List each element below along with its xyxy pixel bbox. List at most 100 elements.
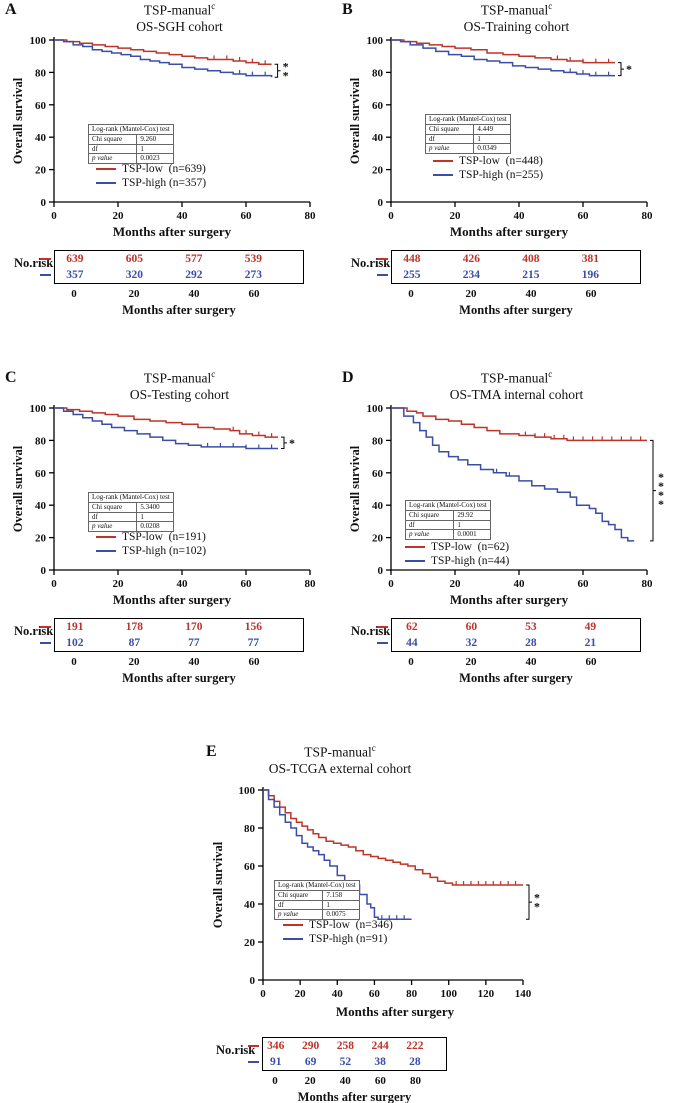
norisk-row-low: 346 290 258 244 222 xyxy=(248,1038,446,1054)
y-tick-label: 80 xyxy=(35,435,47,447)
km-curve-low xyxy=(54,407,278,438)
x-tick-label: 20 xyxy=(295,988,307,1000)
significance-bracket xyxy=(281,436,287,449)
norisk-axis-ticks: 0 20 40 60 xyxy=(408,288,597,300)
legend-item-low: TSP-low (n=448) xyxy=(433,154,543,168)
y-tick-label: 20 xyxy=(244,937,256,949)
legend-label-low: TSP-low (n=639) xyxy=(122,163,206,175)
low-line-marker-icon xyxy=(40,258,51,260)
legend-line-high-icon xyxy=(405,560,425,562)
logrank-stats-table: Log-rank (Mantel-Cox) test Chi square 9.2… xyxy=(87,124,174,164)
number-at-risk: No.risk 346 290 258 244 222 91 69 52 38 28 0 20 40… xyxy=(200,1035,570,1103)
legend-line-high-icon xyxy=(433,174,453,176)
x-tick-label: 80 xyxy=(406,988,418,1000)
y-tick-label: 40 xyxy=(244,899,256,911)
chi-value: 29.92 xyxy=(453,509,491,521)
df-label: df xyxy=(87,511,138,523)
legend: TSP-low (n=448) TSP-high (n=255) xyxy=(433,154,543,182)
x-tick-label: 80 xyxy=(305,210,317,222)
chi-label: Chi square xyxy=(273,889,324,901)
y-tick-label: 20 xyxy=(35,165,47,177)
chi-label: Chi square xyxy=(404,509,455,521)
panel-E: E TSP-manualc OS-TCGA external cohort 0 20… xyxy=(200,742,570,1103)
high-line-marker-icon xyxy=(40,274,51,276)
norisk-row-low: 639 605 577 539 xyxy=(40,251,303,267)
x-tick-label: 40 xyxy=(177,210,189,222)
high-line-marker-icon xyxy=(377,274,388,276)
panel-D-title: TSP-manualc OS-TMA internal cohort xyxy=(367,369,666,403)
y-tick-label: 80 xyxy=(372,435,384,447)
x-axis-label: Months after surgery xyxy=(112,592,232,607)
legend-label-high: TSP-high (n=255) xyxy=(459,169,544,181)
legend-line-low-icon xyxy=(405,546,425,548)
low-line-marker-icon xyxy=(248,1045,259,1047)
chi-value: 5.3400 xyxy=(136,501,174,513)
low-line-marker-icon xyxy=(377,626,388,628)
p-value: 0.0349 xyxy=(473,143,511,154)
p-label: p value xyxy=(424,143,475,154)
title-cohort: OS-Testing cohort xyxy=(129,386,230,402)
norisk-row-low: 191 178 170 156 xyxy=(40,619,303,635)
chi-label: Chi square xyxy=(87,501,138,513)
legend-item-low: TSP-low (n=639) xyxy=(96,162,206,176)
legend-label-high: TSP-high (n=44) xyxy=(431,555,510,567)
p-value: 0.0075 xyxy=(322,909,360,920)
norisk-x-axis-label: Months after surgery xyxy=(459,671,573,685)
y-tick-label: 60 xyxy=(372,100,384,112)
axes xyxy=(49,405,311,575)
significance-stars: * xyxy=(534,891,540,905)
km-curve-high xyxy=(391,407,635,542)
x-tick-label: 20 xyxy=(450,578,462,590)
km-curve-high xyxy=(263,789,412,920)
significance-stars: * xyxy=(658,479,664,493)
x-tick-label: 80 xyxy=(305,578,317,590)
norisk-table: 448 426 408 381 255 234 215 196 xyxy=(377,250,641,284)
significance-bracket xyxy=(274,63,281,78)
y-axis-label: Overall survival xyxy=(11,445,25,532)
number-at-risk: No.risk 62 60 53 49 44 32 28 21 0 20 40 60 Months… xyxy=(337,616,674,728)
y-axis-label: Overall survival xyxy=(211,841,225,928)
stats-header: Log-rank (Mantel-Cox) test xyxy=(274,880,360,891)
norisk-row-high: 102 87 77 77 xyxy=(40,635,303,651)
df-value: 1 xyxy=(453,519,491,531)
legend-item-high: TSP-high (n=255) xyxy=(433,168,543,182)
title-main: TSP-manual xyxy=(480,370,549,386)
chi-value: 4.449 xyxy=(473,123,511,135)
p-value: 0.0208 xyxy=(136,521,174,532)
y-tick-label: 80 xyxy=(372,67,384,79)
x-tick-label: 20 xyxy=(113,578,125,590)
title-cohort: OS-TCGA external cohort xyxy=(268,760,412,776)
title-sup: c xyxy=(211,1,216,11)
km-curve-low xyxy=(391,407,647,442)
legend-item-low: TSP-low (n=191) xyxy=(96,530,206,544)
title-sup: c xyxy=(548,369,553,379)
x-tick-label: 0 xyxy=(51,210,57,222)
x-tick-label: 100 xyxy=(440,988,457,1000)
number-at-risk: No.risk 448 426 408 381 255 234 215 196 0 20 40 6… xyxy=(337,248,674,360)
x-tick-label: 0 xyxy=(388,210,394,222)
df-value: 1 xyxy=(322,899,360,911)
title-sup: c xyxy=(211,369,216,379)
x-tick-label: 60 xyxy=(241,210,253,222)
significance-stars: * xyxy=(283,68,289,82)
low-line-marker-icon xyxy=(377,258,388,260)
y-axis-label: Overall survival xyxy=(348,77,362,164)
y-tick-label: 80 xyxy=(35,67,47,79)
norisk-row-low: 62 60 53 49 xyxy=(377,619,640,635)
significance-stars: * xyxy=(626,62,632,76)
legend-line-low-icon xyxy=(283,924,303,926)
x-tick-label: 40 xyxy=(514,578,526,590)
title-main: TSP-manual xyxy=(304,744,372,760)
x-tick-label: 140 xyxy=(515,988,532,1000)
km-curve-high xyxy=(54,39,273,78)
panel-E-plot: 0 20 40 60 80 100 0 20 40 60 80 100 120 140 Overall su… xyxy=(208,780,570,1030)
y-tick-label: 20 xyxy=(372,165,384,177)
norisk-table: 62 60 53 49 44 32 28 21 xyxy=(377,618,641,652)
panel-C-plot: 0 20 40 60 80 100 0 20 40 60 80 Overall survival * L… xyxy=(8,402,337,602)
x-tick-label: 40 xyxy=(332,988,344,1000)
km-chart: 0 20 40 60 80 100 0 20 40 60 80 Overall survival * xyxy=(11,403,317,590)
significance-stars: * xyxy=(289,436,295,450)
legend-label-low: TSP-low (n=448) xyxy=(459,155,543,167)
x-axis-label: Months after surgery xyxy=(449,592,569,607)
